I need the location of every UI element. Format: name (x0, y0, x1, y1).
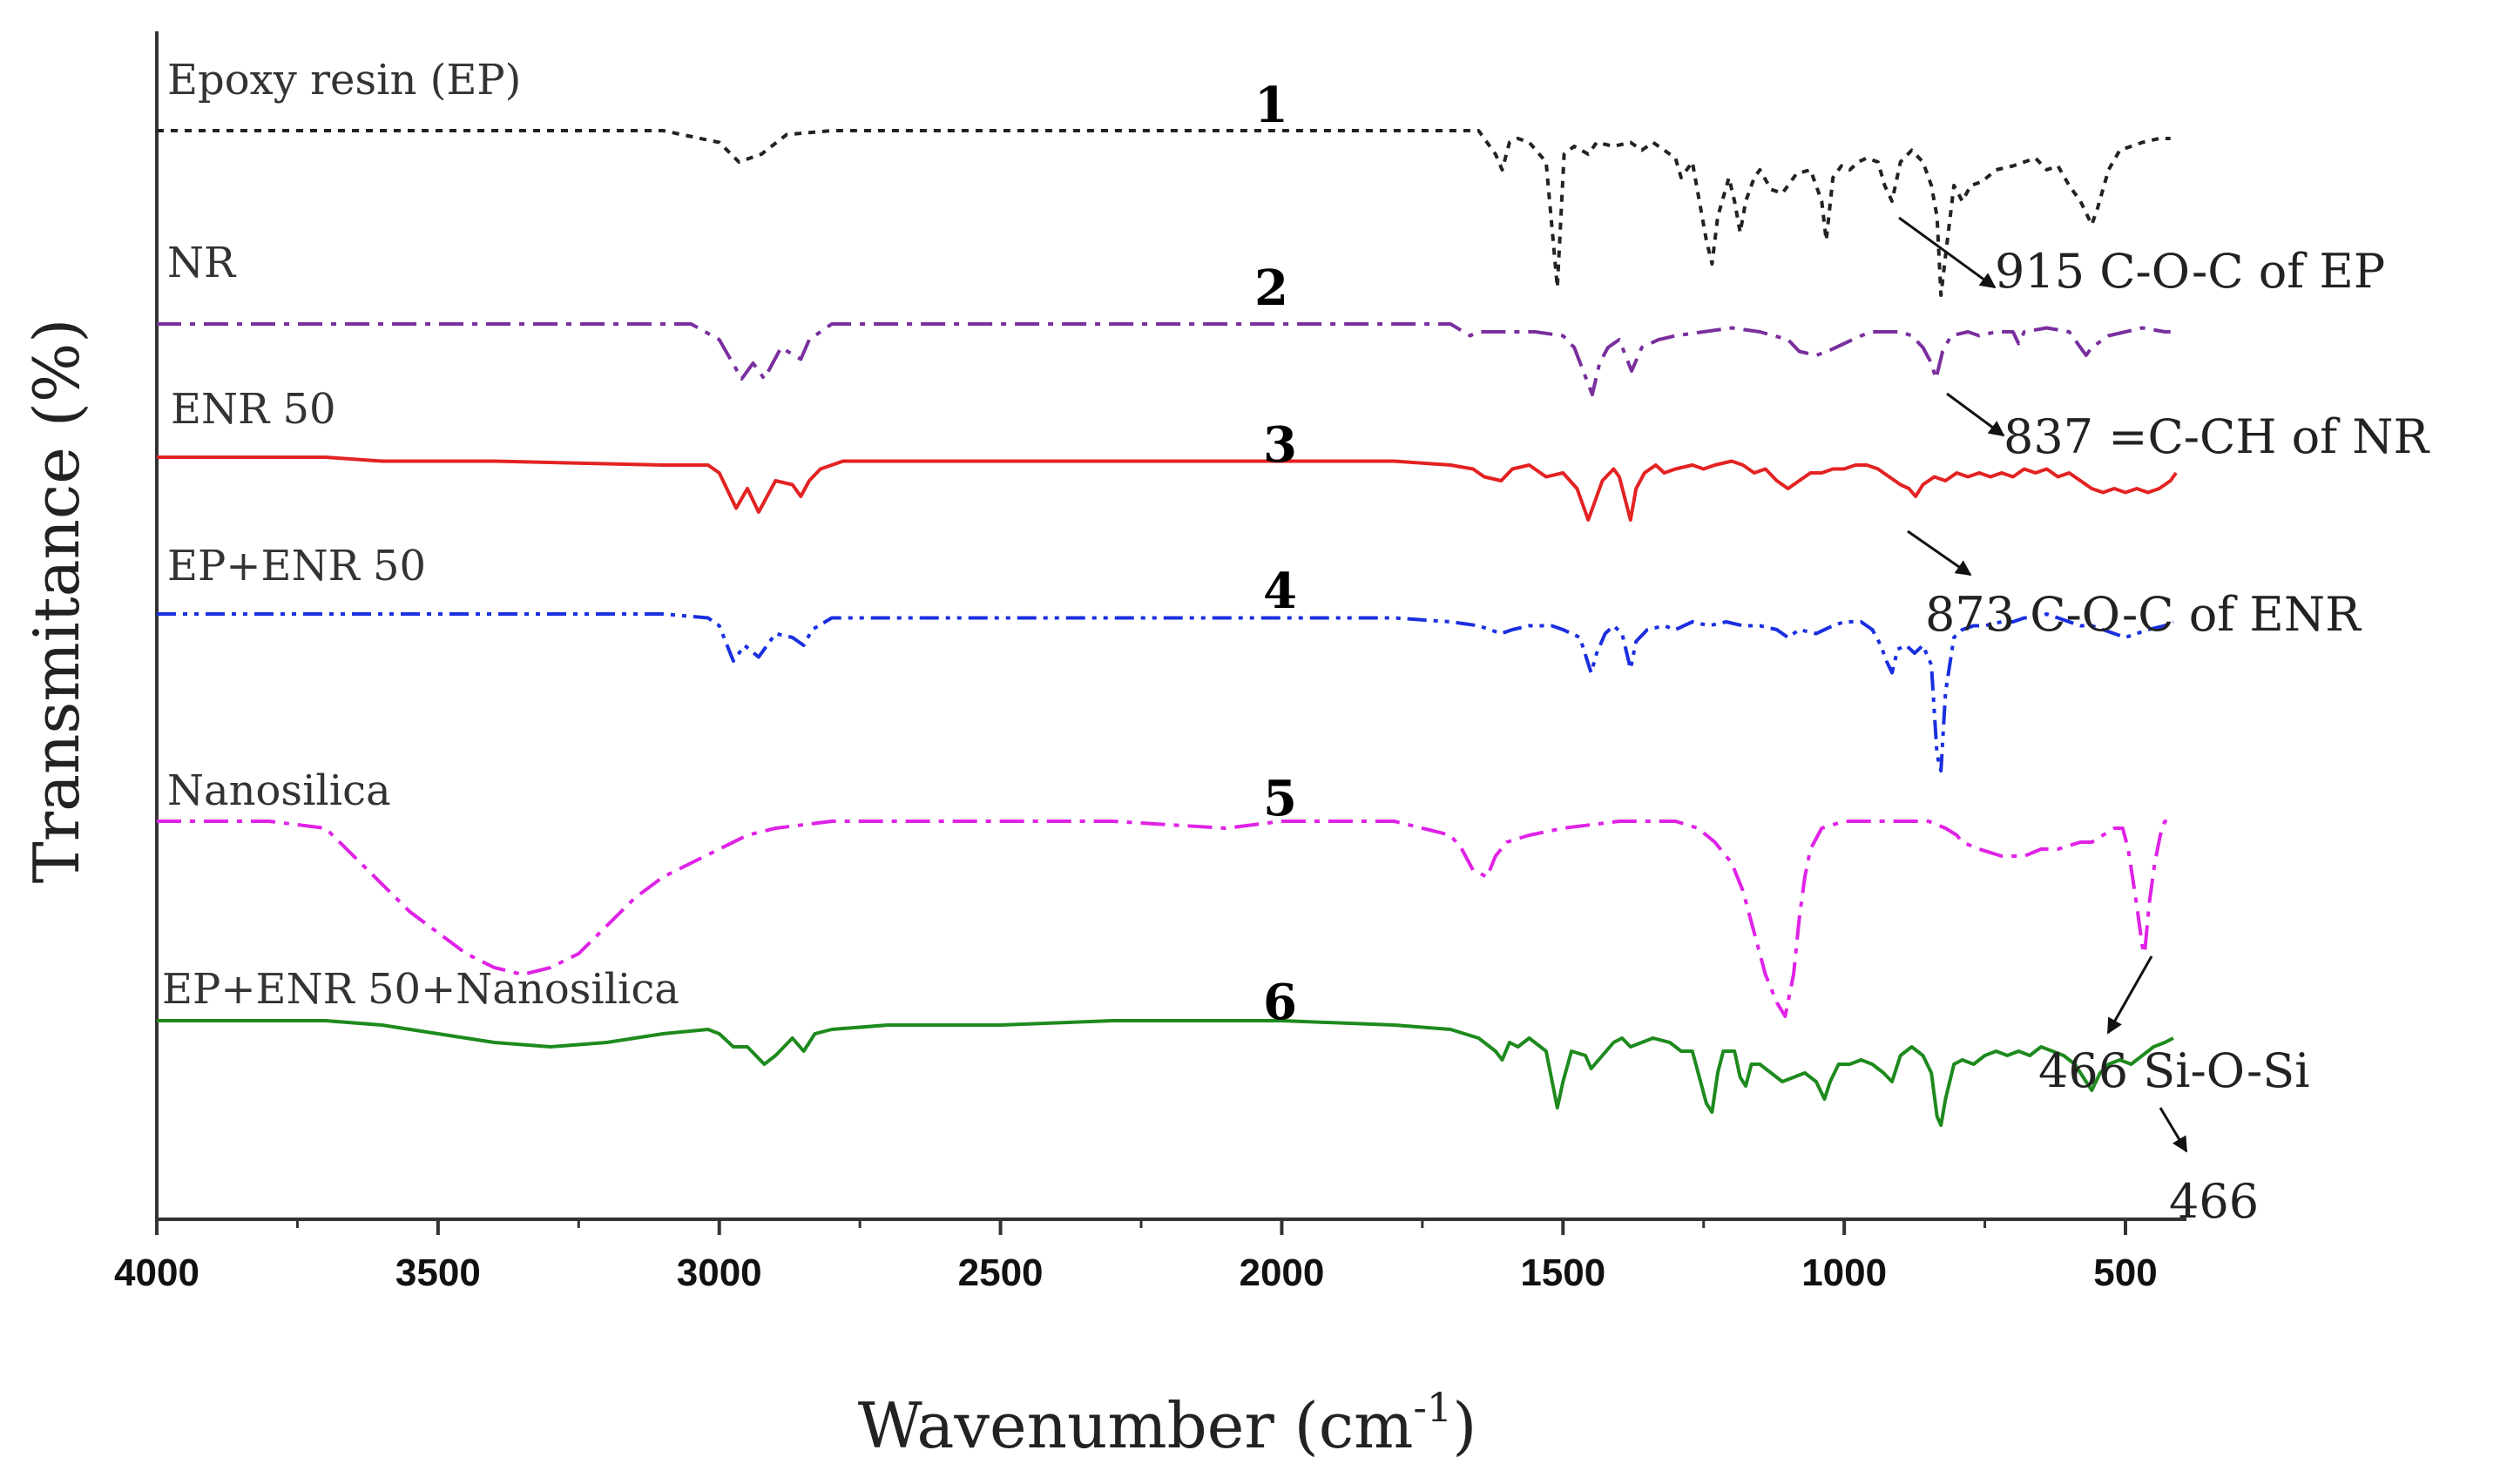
peak-annotations: 915 C-O-C of EP 837 =C-CH of NR 873 C-O-C … (1898, 216, 2430, 1229)
annotation-466-arrow (2159, 1107, 2188, 1153)
series-2-number: 2 (1254, 260, 1288, 317)
x-tick-label-2000: 2000 (1239, 1251, 1324, 1294)
x-tick-label-4000: 4000 (114, 1251, 199, 1294)
x-tick-label-3000: 3000 (677, 1251, 762, 1294)
x-axis-title-text: Wavenumber (cm (858, 1389, 1414, 1462)
series-6-name: EP+ENR 50+Nanosilica (162, 965, 679, 1014)
series-3-line (157, 455, 2178, 522)
annotation-466-si-arrow (2106, 955, 2153, 1035)
annotation-466-label: 466 (2169, 1174, 2259, 1229)
series-2-name: NR (167, 239, 237, 287)
series-4-number: 4 (1263, 563, 1297, 620)
annotation-837-arrow (1946, 392, 2005, 437)
series-3-name: ENR 50 (171, 385, 336, 434)
series-6-number: 6 (1263, 974, 1297, 1031)
annotation-837-label: 837 =C-CH of NR (2004, 409, 2430, 464)
x-axis-tick-labels: 4000 3500 3000 2500 2000 1500 1000 500 (114, 1251, 2158, 1294)
series-1-name: Epoxy resin (EP) (167, 56, 521, 105)
x-tick-label-1000: 1000 (1801, 1251, 1887, 1294)
series-1-line (157, 129, 2171, 297)
series-5-name: Nanosilica (167, 766, 391, 815)
x-axis-ticks (155, 1219, 2127, 1235)
annotation-873-arrow (1907, 530, 1972, 577)
series-2-line (157, 322, 2171, 396)
spectra-series (157, 129, 2178, 1127)
series-5-number: 5 (1263, 770, 1297, 827)
x-axis-title: Wavenumber (cm-1) (858, 1384, 1477, 1462)
x-tick-label-500: 500 (2093, 1251, 2157, 1294)
x-tick-label-2500: 2500 (958, 1251, 1044, 1294)
x-tick-label-3500: 3500 (395, 1251, 481, 1294)
series-4-line (157, 612, 2174, 772)
annotation-915-arrow (1898, 216, 1997, 289)
annotation-873-label: 873 C-O-C of ENR (1925, 587, 2362, 642)
series-5-line (157, 820, 2168, 1018)
y-axis-title: Transmitance (%) (20, 319, 93, 884)
annotation-915-label: 915 C-O-C of EP (1995, 244, 2385, 299)
series-6-line (157, 1019, 2174, 1127)
series-1-number: 1 (1254, 77, 1288, 134)
x-axis-title-close: ) (1452, 1389, 1476, 1462)
series-3-number: 3 (1263, 416, 1297, 474)
annotation-466-si-label: 466 Si-O-Si (2038, 1043, 2310, 1098)
series-labels: Epoxy resin (EP) 1 NR 2 ENR 50 3 EP+ENR 50 4 Nan… (162, 56, 1297, 1031)
x-tick-label-1500: 1500 (1520, 1251, 1605, 1294)
series-4-name: EP+ENR 50 (167, 542, 426, 590)
x-axis-title-superscript: -1 (1413, 1384, 1452, 1431)
